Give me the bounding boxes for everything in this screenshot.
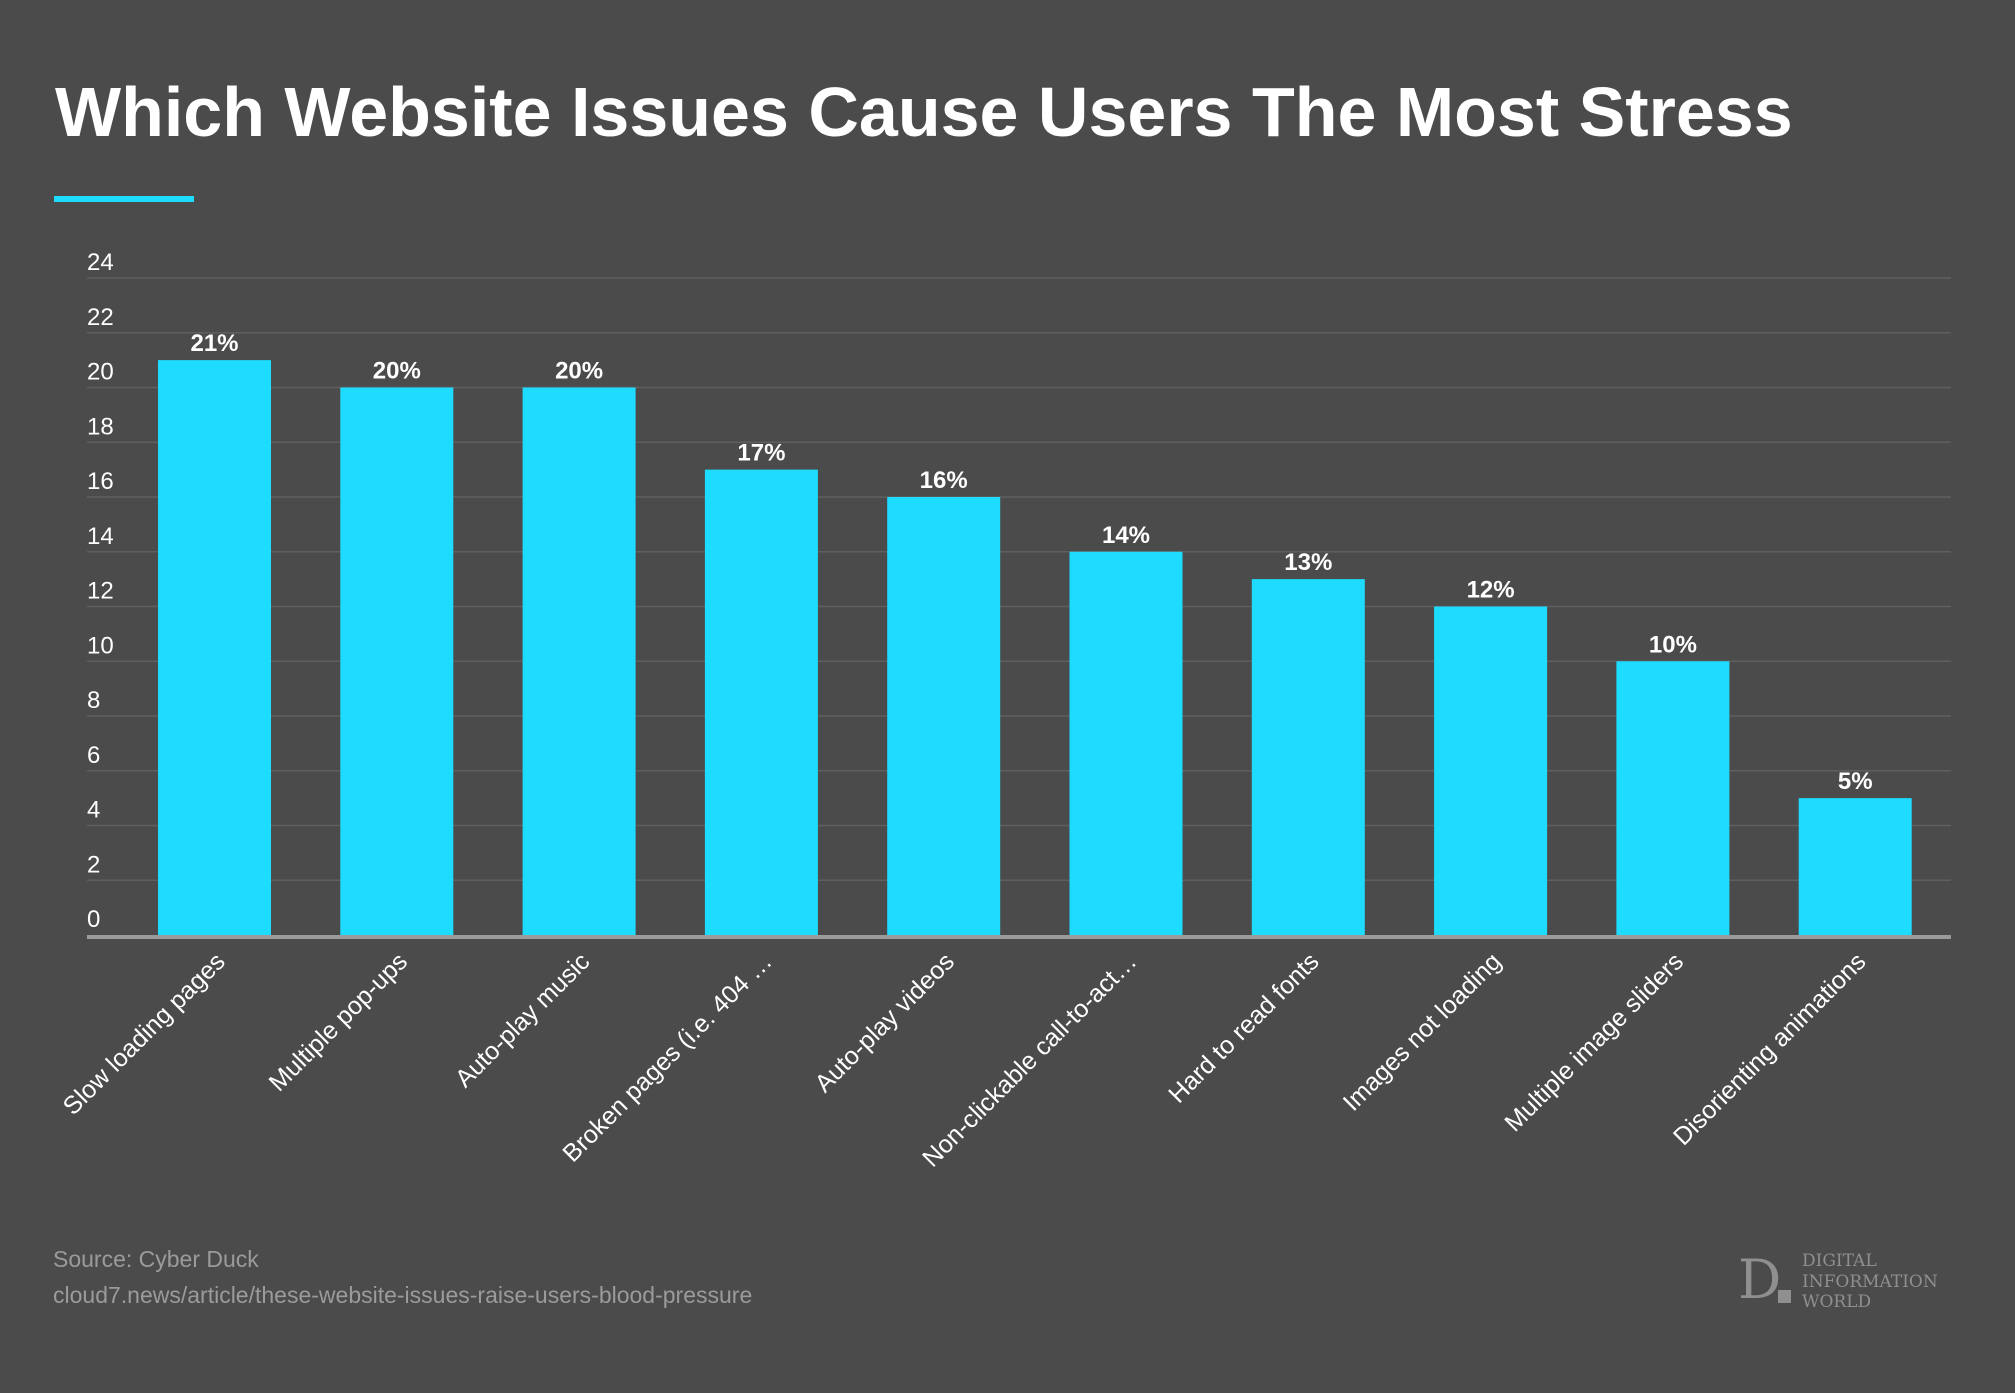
y-tick-label: 16 (87, 468, 114, 495)
y-tick-label: 18 (87, 413, 114, 440)
bar (1798, 798, 1912, 935)
data-label: 14% (1102, 522, 1150, 549)
y-tick-label: 22 (87, 304, 114, 331)
data-label: 20% (555, 358, 603, 385)
data-label: 10% (1649, 631, 1697, 658)
source-url[interactable]: cloud7.news/article/these-website-issues… (53, 1282, 753, 1308)
logo: D DIGITAL INFORMATION WORLD (1738, 1246, 1938, 1321)
svg-text:DIGITAL: DIGITAL (1802, 1251, 1877, 1271)
x-tick-label: Auto-play music (450, 947, 596, 1093)
x-tick-label: Disorienting animations (1668, 947, 1872, 1151)
bar (1434, 606, 1548, 935)
x-tick-label: Hard to read fonts (1163, 947, 1324, 1108)
bar (522, 387, 636, 935)
bar (1251, 579, 1365, 935)
x-tick-label: Non-clickable call-to-act… (917, 947, 1142, 1172)
source-text: Source: Cyber Duck (53, 1246, 259, 1272)
bar (887, 497, 1001, 935)
bar (158, 360, 271, 935)
svg-text:WORLD: WORLD (1802, 1292, 1871, 1312)
data-label: 20% (373, 358, 421, 385)
y-tick-label: 14 (87, 523, 114, 550)
bar (1069, 551, 1183, 935)
x-tick-label: Auto-play videos (809, 947, 959, 1097)
y-tick-label: 24 (87, 249, 114, 276)
data-label: 13% (1284, 549, 1332, 576)
data-label: 12% (1467, 577, 1515, 604)
x-tick-label: Multiple image sliders (1499, 947, 1689, 1137)
data-label: 21% (190, 330, 238, 357)
data-label: 5% (1838, 768, 1873, 795)
x-tick-label: Slow loading pages (58, 947, 231, 1120)
bar (340, 387, 454, 935)
data-label: 16% (920, 467, 968, 494)
x-tick-label: Multiple pop-ups (264, 947, 414, 1097)
x-tick-label: Broken pages (i.e. 404 … (557, 947, 777, 1167)
y-tick-label: 12 (87, 578, 114, 605)
x-tick-label: Images not loading (1338, 947, 1507, 1116)
bar (1616, 661, 1730, 935)
y-tick-label: 2 (87, 851, 100, 878)
y-tick-label: 20 (87, 359, 114, 386)
y-tick-label: 6 (87, 742, 100, 769)
y-tick-label: 10 (87, 632, 114, 659)
chart-title: Which Website Issues Cause Users The Mos… (55, 73, 1793, 151)
svg-text:INFORMATION: INFORMATION (1802, 1272, 1938, 1292)
bar (704, 469, 818, 935)
y-tick-label: 4 (87, 797, 100, 824)
y-tick-label: 0 (87, 906, 100, 933)
y-tick-label: 8 (87, 687, 100, 714)
title-accent-line (54, 196, 194, 202)
logo-mark: D (1738, 1248, 1781, 1311)
data-label: 17% (737, 440, 785, 467)
